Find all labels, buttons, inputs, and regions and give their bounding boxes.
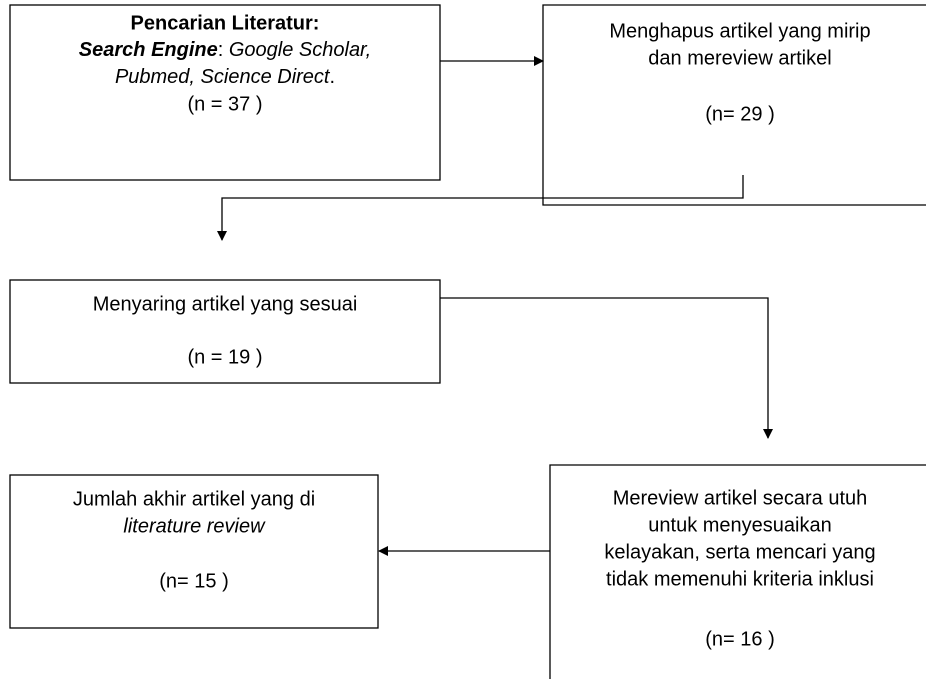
node-emphasis: literature review bbox=[123, 515, 266, 537]
node-title: Pencarian Literatur: bbox=[131, 12, 320, 34]
engine-label: Search Engine bbox=[79, 39, 218, 61]
node-line: Menghapus artikel yang mirip bbox=[609, 20, 870, 42]
box-search bbox=[9, 4, 441, 181]
end: . bbox=[329, 66, 335, 88]
engine-sep: : bbox=[218, 39, 229, 61]
node-line: Jumlah akhir artikel yang di bbox=[73, 488, 315, 510]
node-line: Mereview artikel secara utuh bbox=[613, 487, 868, 509]
engines: Google Scholar, bbox=[229, 39, 371, 61]
arrow bbox=[217, 175, 744, 241]
node-line: tidak memenuhi kriteria inklusi bbox=[606, 568, 874, 590]
node-count: (n= 29 ) bbox=[705, 103, 774, 125]
node-count: (n = 19 ) bbox=[187, 346, 262, 368]
engines-more: Pubmed, Science Direct bbox=[115, 66, 331, 88]
node-count: (n= 15 ) bbox=[159, 570, 228, 592]
box-screen bbox=[9, 279, 441, 384]
node-line: Pubmed, Science Direct. bbox=[115, 66, 335, 88]
node-count: (n= 16 ) bbox=[705, 628, 774, 650]
box-review bbox=[549, 464, 926, 679]
node-line: Search Engine: Google Scholar, bbox=[79, 39, 371, 61]
arrow bbox=[440, 297, 773, 439]
node-line: Menyaring artikel yang sesuai bbox=[93, 293, 358, 315]
box-dedupe bbox=[542, 4, 926, 206]
node-line: untuk menyesuaikan bbox=[648, 514, 831, 536]
node-line: dan mereview artikel bbox=[648, 47, 831, 69]
node-line: kelayakan, serta mencari yang bbox=[604, 541, 875, 563]
node-count: (n = 37 ) bbox=[187, 93, 262, 115]
box-final bbox=[9, 474, 379, 629]
